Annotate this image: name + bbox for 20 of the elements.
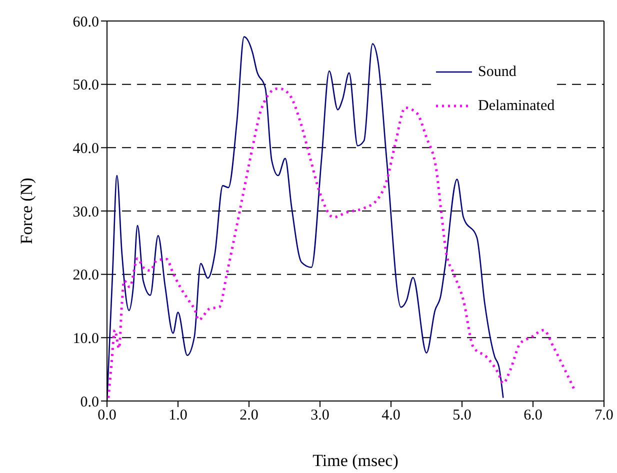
x-tick-label: 2.0 bbox=[240, 408, 258, 424]
x-tick-label: 4.0 bbox=[382, 408, 400, 424]
legend-label: Delaminated bbox=[478, 98, 555, 114]
x-axis-title: Time (msec) bbox=[312, 451, 398, 470]
line-series bbox=[107, 88, 576, 400]
y-tick-label: 40.0 bbox=[72, 140, 99, 157]
x-tick-label: 1.0 bbox=[168, 408, 188, 424]
x-tick-label: 3.0 bbox=[310, 408, 330, 424]
y-tick-label: 50.0 bbox=[72, 78, 99, 94]
x-tick-label: 6.0 bbox=[524, 408, 542, 424]
y-axis-title: Force (N) bbox=[17, 178, 36, 244]
legend-label: Sound bbox=[478, 64, 516, 80]
x-tick-label: 0.0 bbox=[98, 408, 116, 424]
x-tick-label: 5.0 bbox=[452, 408, 472, 424]
y-tick-label: 20.0 bbox=[72, 268, 99, 284]
y-tick-label: 30.0 bbox=[72, 204, 99, 220]
y-tick-label: 60.0 bbox=[72, 14, 99, 30]
y-tick-label: 10.0 bbox=[72, 330, 99, 347]
x-tick-label: 7.0 bbox=[594, 408, 614, 424]
y-tick-label: 0.0 bbox=[80, 394, 99, 410]
